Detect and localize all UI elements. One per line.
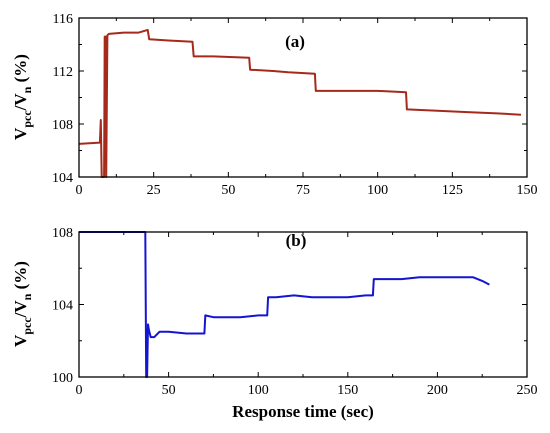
y-tick-label: 108 (52, 118, 73, 133)
y-axis-title: Vpcc/Vn (%) (11, 261, 34, 347)
y-tick-label: 116 (53, 12, 73, 27)
x-tick-label: 0 (76, 383, 83, 398)
y-axis-title-subscript: n (20, 86, 34, 93)
x-tick-label: 50 (221, 183, 235, 198)
panel-label: (a) (285, 32, 305, 51)
y-axis-title-part: (%) (11, 54, 30, 87)
x-tick-label: 125 (442, 183, 463, 198)
x-tick-label: 25 (147, 183, 161, 198)
y-axis-title-subscript: pcc (20, 317, 34, 335)
y-axis-title-part: /V (11, 300, 30, 319)
x-tick-label: 0 (76, 183, 83, 198)
series-line-b-0 (79, 231, 490, 378)
y-axis-title-subscript: n (20, 293, 34, 300)
y-axis-title-part: V (11, 127, 30, 140)
x-tick-label: 100 (367, 183, 388, 198)
panel-label: (b) (286, 231, 307, 250)
panel-a: 0 25 50 75 100 125 150 104 108 112 116 (a) Vpcc/Vn (… (11, 12, 538, 198)
x-tick-label: 150 (337, 383, 358, 398)
y-axis-title: Vpcc/Vn (%) (11, 54, 34, 140)
x-tick-label: 75 (296, 183, 310, 198)
y-tick-label: 100 (52, 371, 73, 386)
panel-b: 0 50 100 150 200 250 100 104 108 (b) Vpcc/Vn (%) Re… (11, 226, 538, 421)
y-tick-label: 104 (52, 299, 73, 314)
x-tick-label: 200 (427, 383, 448, 398)
y-axis-title-part: V (11, 334, 30, 347)
series-line-a-0 (78, 28, 522, 178)
x-tick-label: 100 (248, 383, 269, 398)
y-axis-title-subscript: pcc (20, 110, 34, 128)
x-tick-label: 150 (517, 183, 538, 198)
x-axis-title: Response time (sec) (232, 402, 374, 421)
y-tick-label: 108 (52, 226, 73, 241)
y-tick-label: 104 (52, 171, 73, 186)
x-tick-label: 250 (517, 383, 538, 398)
x-tick-label: 50 (162, 383, 176, 398)
y-axis-title-part: /V (11, 93, 30, 112)
y-axis-title-part: (%) (11, 261, 30, 294)
y-tick-label: 112 (53, 65, 73, 80)
